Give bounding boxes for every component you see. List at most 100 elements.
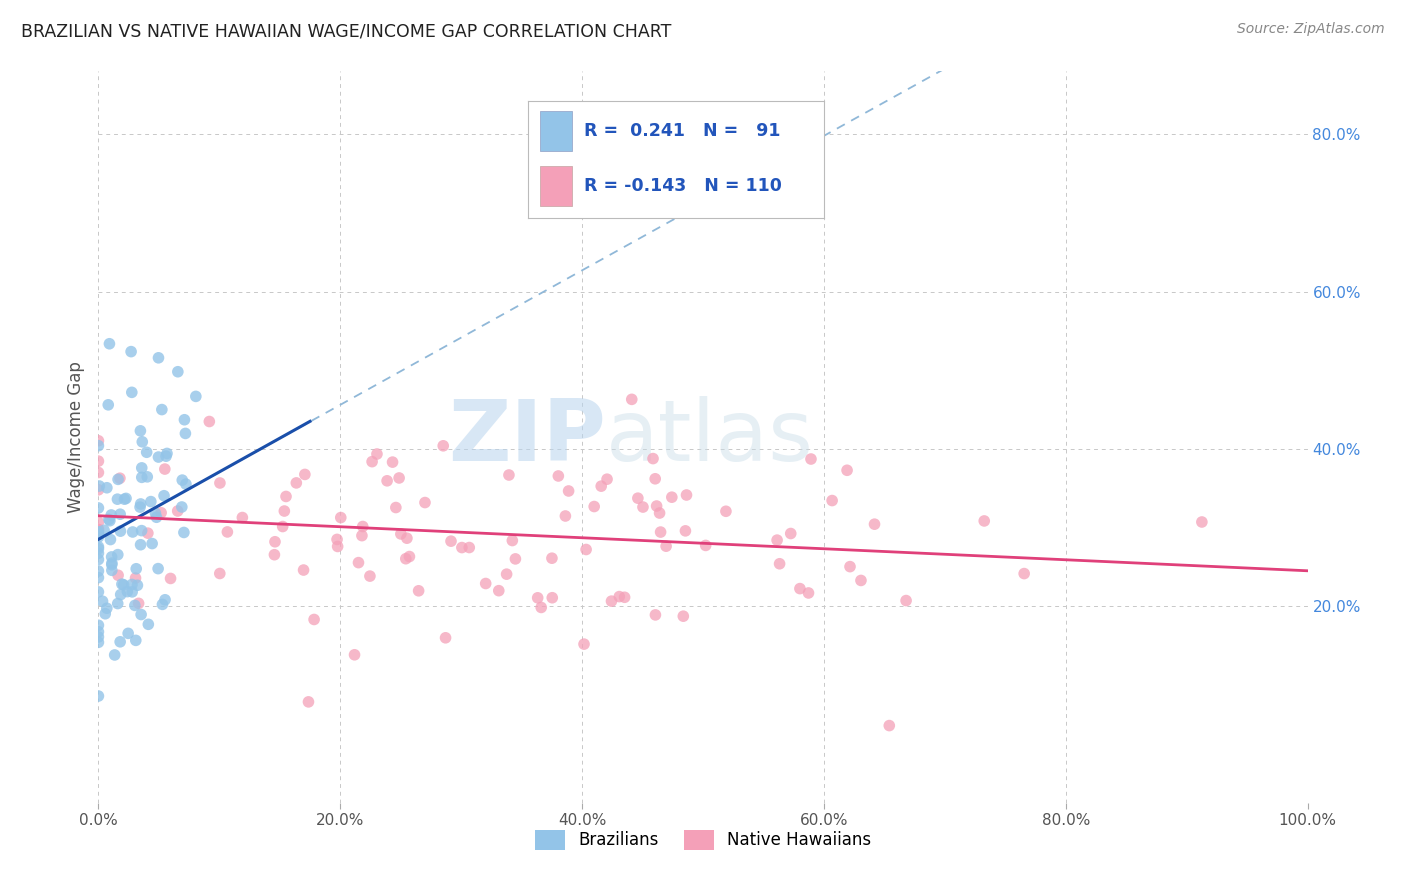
Point	[117, 584, 139, 599]
Point	[136, 470, 159, 484]
Point	[87, 500, 110, 515]
Point	[97, 512, 120, 526]
Point	[557, 483, 579, 498]
Point	[87, 466, 110, 480]
Point	[641, 451, 664, 466]
Point	[129, 424, 152, 438]
Point	[575, 542, 598, 557]
Point	[87, 454, 110, 468]
Point	[87, 635, 110, 649]
Point	[131, 524, 153, 538]
Point	[87, 546, 110, 560]
Point	[173, 525, 195, 540]
Point	[108, 635, 131, 649]
Point	[434, 631, 457, 645]
Point	[98, 336, 121, 351]
Point	[530, 600, 553, 615]
Point	[1012, 566, 1035, 581]
Point	[389, 527, 412, 541]
Point	[107, 548, 129, 562]
Point	[495, 567, 517, 582]
Point	[498, 468, 520, 483]
Point	[121, 524, 143, 539]
Point	[894, 593, 917, 607]
Point	[863, 517, 886, 532]
Point	[166, 365, 188, 379]
Point	[505, 552, 527, 566]
Point	[97, 398, 120, 412]
Point	[655, 539, 678, 553]
Point	[108, 471, 131, 485]
Point	[395, 551, 418, 566]
Point	[112, 578, 135, 592]
Point	[150, 402, 173, 417]
Point	[87, 689, 110, 703]
Point	[274, 490, 297, 504]
Point	[153, 462, 176, 476]
Point	[554, 508, 576, 523]
Point	[87, 564, 110, 578]
Point	[388, 471, 411, 485]
Point	[100, 558, 122, 572]
Point	[107, 472, 129, 486]
Point	[96, 601, 118, 615]
Point	[155, 449, 177, 463]
Point	[145, 510, 167, 524]
Point	[166, 504, 188, 518]
Point	[217, 524, 239, 539]
Point	[381, 455, 404, 469]
Point	[766, 533, 789, 548]
Point	[146, 561, 169, 575]
Point	[1191, 515, 1213, 529]
Point	[87, 515, 110, 529]
Point	[385, 500, 408, 515]
Point	[98, 514, 121, 528]
Point	[600, 594, 623, 608]
Point	[768, 557, 790, 571]
Point	[153, 592, 176, 607]
Point	[96, 481, 118, 495]
Point	[135, 445, 157, 459]
Point	[839, 559, 862, 574]
Point	[329, 510, 352, 524]
Point	[271, 519, 294, 533]
Point	[129, 497, 152, 511]
Point	[352, 519, 374, 533]
Point	[675, 524, 697, 538]
Point	[100, 508, 122, 522]
Point	[87, 571, 110, 585]
Point	[159, 571, 181, 585]
Point	[451, 541, 474, 555]
Point	[101, 563, 124, 577]
Point	[129, 607, 152, 622]
Point	[359, 569, 381, 583]
Point	[583, 500, 606, 514]
Point	[488, 583, 510, 598]
Point	[110, 524, 132, 538]
Point	[120, 344, 142, 359]
Point	[117, 626, 139, 640]
Point	[326, 533, 349, 547]
Point	[501, 533, 523, 548]
Point	[650, 524, 672, 539]
Point	[87, 541, 110, 556]
Point	[114, 492, 136, 507]
Point	[89, 479, 111, 493]
Point	[136, 526, 159, 541]
Point	[607, 590, 630, 604]
Point	[285, 475, 308, 490]
Point	[474, 576, 496, 591]
Point	[547, 469, 569, 483]
Point	[87, 439, 110, 453]
Point	[127, 578, 149, 592]
Point	[350, 528, 373, 542]
Point	[800, 452, 823, 467]
Point	[366, 447, 388, 461]
Point	[835, 463, 858, 477]
Point	[648, 506, 671, 520]
Text: Source: ZipAtlas.com: Source: ZipAtlas.com	[1237, 22, 1385, 37]
Point	[184, 389, 207, 403]
Point	[87, 552, 110, 566]
Point	[152, 598, 174, 612]
Point	[141, 536, 163, 550]
